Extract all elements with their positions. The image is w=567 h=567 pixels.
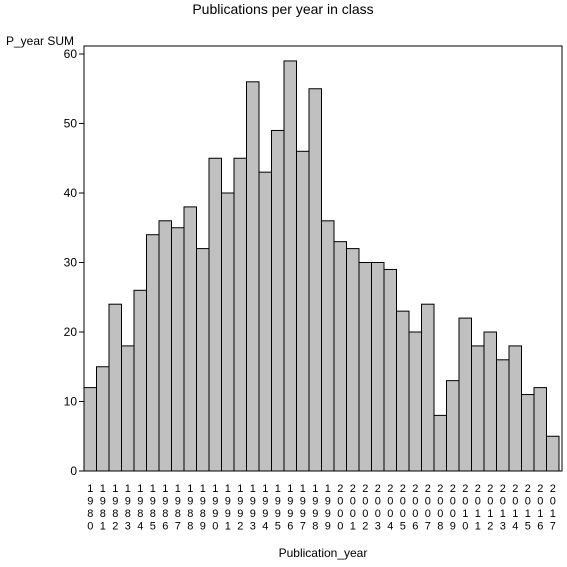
y-tick-label: 50	[64, 117, 78, 131]
bar	[196, 248, 210, 472]
bar	[408, 331, 422, 472]
bar	[96, 366, 110, 472]
y-tick-label: 20	[64, 325, 78, 339]
chart-title: Publications per year in class	[192, 1, 373, 17]
bar	[396, 310, 410, 472]
bar	[446, 380, 460, 472]
bar	[471, 345, 485, 472]
y-tick-label: 30	[64, 256, 78, 270]
y-tick-label: 40	[64, 186, 78, 200]
y-tick-label: 10	[64, 395, 78, 409]
y-tick-label: 0	[70, 464, 77, 478]
bar	[83, 387, 97, 472]
bar	[146, 234, 160, 472]
bar	[183, 206, 197, 472]
bar	[371, 262, 385, 472]
bar	[208, 157, 222, 472]
bar	[308, 88, 322, 472]
bar	[121, 345, 135, 472]
x-axis: 1 9 8 0 1 9 8 1 1 9 8 2 1 9 8 3 1 9 8 4 1 9 8 5 1 9 8 6 1 9 8 7 1 9 8 8 1 9 8 9…	[87, 483, 556, 533]
x-axis-label: Publication_year	[279, 546, 368, 560]
bar	[333, 241, 347, 472]
bar	[271, 129, 285, 472]
bar	[421, 303, 435, 472]
bar	[433, 414, 447, 472]
bar	[246, 81, 260, 472]
bar	[383, 268, 397, 472]
bar	[458, 317, 472, 472]
bar	[508, 345, 522, 472]
bar	[321, 220, 335, 472]
bar	[496, 359, 510, 472]
bar	[108, 303, 122, 472]
bar	[358, 262, 372, 472]
y-axis-label: P_year SUM	[6, 34, 74, 48]
y-tick-label: 60	[64, 47, 78, 61]
bar	[258, 171, 272, 472]
bar	[283, 60, 297, 472]
bar	[133, 289, 147, 472]
bar	[483, 331, 497, 472]
bars	[83, 60, 560, 472]
bar	[346, 248, 360, 472]
bar	[221, 192, 235, 472]
bar	[546, 435, 560, 472]
bar	[533, 387, 547, 472]
bar	[158, 220, 172, 472]
bar	[521, 394, 535, 472]
y-axis: 0 10 20 30 40 50 60	[64, 47, 84, 478]
bar	[233, 157, 247, 472]
bar	[171, 227, 185, 472]
bar	[296, 150, 310, 472]
